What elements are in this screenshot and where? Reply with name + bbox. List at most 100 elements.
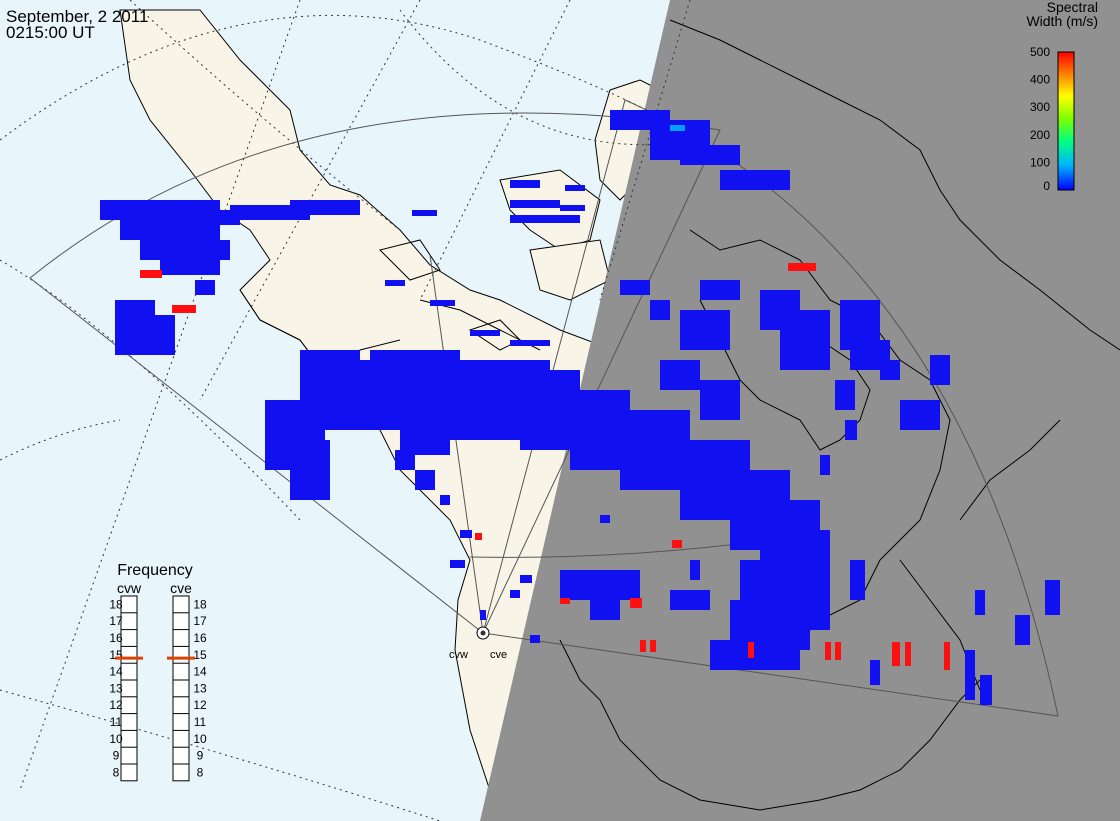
radar-name-cve: cve <box>170 580 192 596</box>
echo-cell <box>140 270 162 278</box>
echo-cell <box>965 650 975 700</box>
echo-cell <box>700 280 740 300</box>
echo-cell <box>748 642 754 658</box>
echo-cell <box>630 598 642 608</box>
echo-cell <box>480 610 486 620</box>
colorbar-tick-label: 400 <box>1030 73 1050 87</box>
echo-cell <box>680 310 730 350</box>
frequency-scale-label: 13 <box>193 681 207 695</box>
echo-cell <box>400 395 450 455</box>
echo-cell <box>412 210 437 216</box>
colorbar: Spectral Width (m/s) 500 400 300 200 100 0 <box>1026 0 1098 193</box>
echo-cell <box>600 515 610 523</box>
echo-cell <box>510 200 560 208</box>
site-dot <box>480 630 486 636</box>
echo-cell <box>640 640 646 652</box>
echo-cell <box>825 642 831 660</box>
frequency-scale-label: 17 <box>193 614 207 628</box>
frequency-scale-label: 15 <box>109 648 123 662</box>
echo-cell <box>930 355 950 385</box>
echo-cell <box>880 360 900 380</box>
frequency-scale-label: 16 <box>109 631 123 645</box>
echo-cell <box>620 280 650 295</box>
colorbar-title-line2: Width (m/s) <box>1026 13 1098 29</box>
radar-site: cvw cve <box>449 626 507 661</box>
land-arctic-isles <box>529 239 611 301</box>
frequency-scale-label: 18 <box>109 597 123 611</box>
night-region <box>480 0 1120 821</box>
echo-cell <box>195 280 215 295</box>
colorbar-ticks: 500 400 300 200 100 0 <box>1030 45 1050 193</box>
echo-cell <box>780 310 830 370</box>
echo-cell <box>520 575 532 583</box>
frequency-scale-label: 12 <box>109 698 123 712</box>
colorbar-tick-label: 100 <box>1030 155 1050 169</box>
echo-cell <box>944 642 950 670</box>
frequency-scale-box <box>120 595 138 782</box>
frequency-scale-label: 9 <box>113 749 120 763</box>
echo-cell <box>450 560 465 568</box>
echo-cell <box>1045 580 1060 615</box>
frequency-scale-label: 18 <box>193 597 207 611</box>
echo-cell <box>395 450 415 470</box>
echo-cell <box>670 125 685 131</box>
echo-cell <box>385 280 405 286</box>
colorbar-tick-label: 0 <box>1043 179 1050 193</box>
echo-cell <box>430 300 455 306</box>
echo-cell <box>560 598 570 604</box>
date-label: September, 2 2011 <box>6 7 148 26</box>
frequency-title: Frequency <box>117 562 193 579</box>
colorbar-title-line1: Spectral <box>1047 0 1098 15</box>
site-label-cve: cve <box>490 649 507 661</box>
echo-cell <box>870 660 880 685</box>
echo-cell <box>475 533 482 540</box>
echo-cell <box>172 305 196 313</box>
frequency-scale-label: 14 <box>109 665 123 679</box>
echo-cell <box>905 642 911 666</box>
echo-cell <box>690 560 700 580</box>
echo-cell <box>845 420 857 440</box>
frequency-scale-label: 17 <box>109 614 123 628</box>
echo-cell <box>680 145 740 165</box>
frequency-scale-label: 16 <box>193 631 207 645</box>
echo-cell <box>510 340 550 346</box>
echo-cell <box>670 590 710 610</box>
echo-cell <box>510 180 540 188</box>
echo-cell <box>135 315 175 355</box>
frequency-scale-box <box>172 595 190 782</box>
time-label: 0215:00 UT <box>6 23 95 42</box>
colorbar-tick-label: 200 <box>1030 128 1050 142</box>
echo-cell <box>650 640 656 652</box>
echo-cell <box>510 590 520 598</box>
frequency-panel: Frequency cvw cve 18 17 16 15 14 13 12 11 10 9 8 18… <box>109 562 207 782</box>
frequency-scale-label: 12 <box>193 698 207 712</box>
echo-cell <box>460 530 472 538</box>
echo-cell <box>650 300 670 320</box>
frequency-scale-label: 11 <box>194 715 207 729</box>
frequency-scales: 18 17 16 15 14 13 12 11 10 9 8 18 17 16 15 14 13 12 11 10 9 8 <box>109 595 207 782</box>
colorbar-tick-label: 300 <box>1030 100 1050 114</box>
colorbar-gradient <box>1057 51 1075 191</box>
echo-cell <box>590 600 620 620</box>
frequency-scale-label: 14 <box>193 665 207 679</box>
echo-cell <box>565 185 585 191</box>
echo-cell <box>710 640 800 670</box>
frequency-scale-label: 8 <box>113 765 120 779</box>
frequency-scale-label: 10 <box>109 732 123 746</box>
frequency-scale-label: 9 <box>197 749 204 763</box>
echo-cell <box>892 642 900 666</box>
echo-cell <box>900 400 940 430</box>
echo-cell <box>850 560 865 600</box>
echo-cell <box>470 330 500 336</box>
radar-name-cvw: cvw <box>117 580 142 596</box>
echo-cell <box>510 215 580 223</box>
frequency-scale-label: 13 <box>109 681 123 695</box>
echo-cell <box>300 350 360 400</box>
site-label-cvw: cvw <box>449 649 468 661</box>
echo-cell <box>160 255 220 275</box>
echo-cell <box>1015 615 1030 645</box>
echo-cell <box>560 570 640 600</box>
echo-cell <box>530 635 540 643</box>
echo-cell <box>180 210 240 225</box>
